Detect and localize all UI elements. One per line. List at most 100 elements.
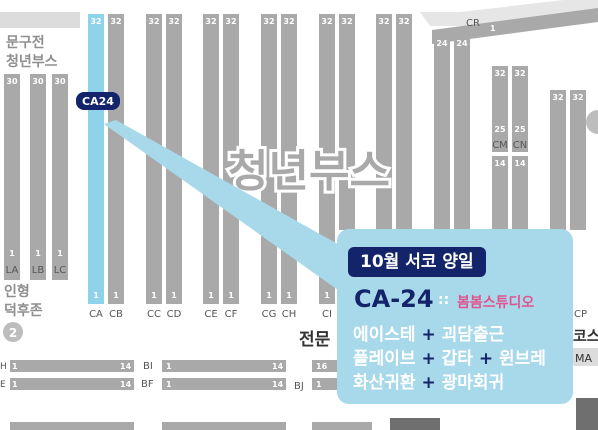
booth-c24b[interactable]: 24 xyxy=(454,36,470,230)
event-label: 10월 서코 양일 xyxy=(348,247,486,277)
plus-separator: + xyxy=(415,373,442,393)
col-label-lc: LC xyxy=(54,265,67,276)
row-bf[interactable]: BF 1 14 xyxy=(141,378,286,390)
svg-text:32: 32 xyxy=(572,93,583,102)
svg-text:24: 24 xyxy=(456,39,468,48)
svg-text:14: 14 xyxy=(494,159,506,168)
svg-text:32: 32 xyxy=(263,17,274,26)
svg-text:1: 1 xyxy=(151,291,157,300)
booth-co[interactable]: 32 xyxy=(550,90,566,230)
svg-text:H: H xyxy=(0,362,7,372)
svg-text:32: 32 xyxy=(283,17,294,26)
product-name: 갑타 xyxy=(441,349,473,369)
booth-cm[interactable]: 32 25 14 xyxy=(492,66,508,230)
booth-cj[interactable]: 32 xyxy=(339,14,355,230)
booth-ci[interactable]: 32 1 xyxy=(319,14,335,304)
col-label-la: LA xyxy=(6,265,19,276)
svg-text:1: 1 xyxy=(12,362,18,371)
svg-text:30: 30 xyxy=(6,77,18,86)
booth-cn[interactable]: 32 25 14 xyxy=(512,66,528,230)
product-name: 플레이브 xyxy=(353,349,416,369)
svg-text:BF: BF xyxy=(141,379,154,390)
product-name: 에이스테 xyxy=(353,325,416,345)
svg-text:25: 25 xyxy=(494,125,506,134)
booth-ck[interactable]: 32 xyxy=(376,14,392,230)
product-name: 윈브레 xyxy=(499,349,546,369)
svg-text:32: 32 xyxy=(90,17,101,26)
svg-text:1: 1 xyxy=(113,291,119,300)
svg-text:CR: CR xyxy=(466,18,480,29)
svg-text:1: 1 xyxy=(286,291,292,300)
row-e[interactable]: 1 14 E xyxy=(0,378,134,390)
svg-text:32: 32 xyxy=(148,17,159,26)
col-label-cm: CM xyxy=(492,140,508,151)
svg-text:14: 14 xyxy=(272,362,284,371)
code-separator: :: xyxy=(438,292,450,308)
col-label-cg: CG xyxy=(262,309,277,320)
svg-text:1: 1 xyxy=(57,249,63,258)
svg-text:1: 1 xyxy=(490,24,496,33)
svg-text:1: 1 xyxy=(266,291,272,300)
svg-text:1: 1 xyxy=(324,291,330,300)
highlight-tag[interactable]: CA24 xyxy=(76,92,120,110)
col-label-cf: CF xyxy=(225,309,238,320)
top-block xyxy=(0,12,80,28)
col-label-lb: LB xyxy=(32,265,45,276)
booth-cb[interactable]: 32 1 xyxy=(108,14,124,304)
row-h[interactable]: 1 14 H xyxy=(0,360,134,372)
svg-text:1: 1 xyxy=(35,249,41,258)
plus-separator: + xyxy=(415,325,442,345)
svg-text:1: 1 xyxy=(12,380,18,389)
svg-text:30: 30 xyxy=(54,77,66,86)
col-label-ci: CI xyxy=(322,309,332,320)
col-label-cb: CB xyxy=(109,309,123,320)
product-line-3: 화산귀환 + 광마회귀 xyxy=(353,368,504,393)
product-line-2: 플레이브 + 갑타 + 윈브레 xyxy=(353,344,546,369)
svg-text:32: 32 xyxy=(552,93,563,102)
booth-ce[interactable]: 32 1 xyxy=(203,14,219,304)
booth-cf[interactable]: 32 1 xyxy=(223,14,239,304)
row-bi[interactable]: BI 1 14 xyxy=(143,360,286,372)
booth-cr[interactable]: CR 1 xyxy=(432,8,598,44)
svg-text:16: 16 xyxy=(316,362,328,371)
svg-text:32: 32 xyxy=(168,17,179,26)
svg-text:25: 25 xyxy=(514,125,526,134)
section-label-inhyeong-2: 덕후존 xyxy=(4,302,43,319)
row-bottom-left xyxy=(10,422,134,430)
section-label-munguzeon-1: 문구전 xyxy=(6,34,45,51)
booth-la[interactable]: 30 1 xyxy=(4,74,20,280)
row-bottom-mid xyxy=(162,422,286,430)
section-label-jeonmun: 전문 xyxy=(299,330,331,350)
plus-separator: + xyxy=(415,349,442,369)
right-wall xyxy=(420,0,598,26)
col-label-ca: CA xyxy=(89,309,103,320)
svg-text:BJ: BJ xyxy=(294,381,304,392)
row-bottom-right xyxy=(312,422,372,430)
svg-text:14: 14 xyxy=(120,362,132,371)
ch-block xyxy=(576,398,598,430)
svg-text:E: E xyxy=(0,380,6,390)
booth-ca[interactable]: 32 1 xyxy=(88,14,104,304)
svg-text:32: 32 xyxy=(514,69,525,78)
col-label-cc: CC xyxy=(147,309,161,320)
product-line-1: 에이스테 + 괴담출근 xyxy=(353,320,504,345)
svg-text:1: 1 xyxy=(316,380,322,389)
svg-text:BI: BI xyxy=(143,361,153,372)
svg-text:2: 2 xyxy=(9,326,17,340)
row-bj[interactable]: 16 BJ 1 xyxy=(294,360,342,392)
legend-badge: 2 xyxy=(3,322,23,342)
booth-c24a[interactable]: 24 xyxy=(434,36,450,230)
booth-cl[interactable]: 32 xyxy=(396,14,412,230)
svg-text:14: 14 xyxy=(272,380,284,389)
svg-text:32: 32 xyxy=(341,17,352,26)
booth-lb[interactable]: 30 1 xyxy=(30,74,46,280)
zone-title: 청년부스 xyxy=(228,146,390,197)
product-name: 화산귀환 xyxy=(353,373,416,393)
dark-block xyxy=(390,418,440,430)
booth-cp[interactable]: 32 xyxy=(570,90,586,230)
svg-text:1: 1 xyxy=(93,291,99,300)
booth-lc[interactable]: 30 1 xyxy=(52,74,68,280)
col-label-cn: CN xyxy=(513,140,527,151)
section-label-munguzeon-2: 청년부스 xyxy=(6,54,58,70)
callout-pointer xyxy=(104,120,352,300)
